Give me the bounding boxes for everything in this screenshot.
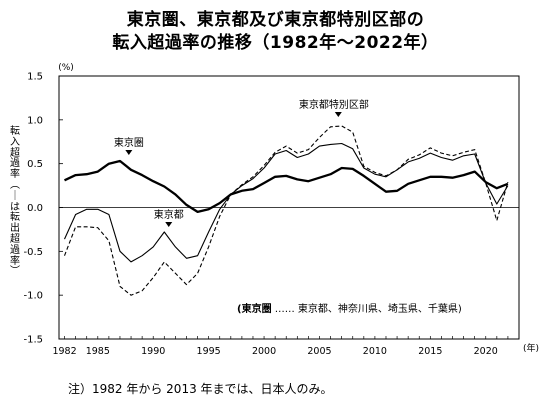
chart-title: 東京圏、東京都及び東京都特別区部の — [126, 10, 425, 30]
series-line-0 — [64, 159, 509, 214]
annotation-marker-special-wards — [334, 112, 342, 117]
x-tick-label: 2015 — [418, 346, 442, 357]
y-axis-label: 転入超過率 ︵ ｜は転出超過率 ︶ — [10, 126, 20, 278]
annotation-tokyo-area: 東京圏 — [114, 136, 144, 149]
series-line-2 — [63, 125, 509, 296]
y-tick-label: -0.5 — [23, 247, 43, 258]
footnote: 注）1982 年から 2013 年までは、日本人のみ。 — [68, 382, 333, 396]
y-tick-label: 0.0 — [27, 203, 43, 214]
y-tick-label: 1.0 — [27, 115, 43, 126]
x-unit-label: (年) — [523, 342, 539, 354]
x-tick-label: 1990 — [141, 346, 165, 357]
y-unit-label: (%) — [58, 63, 74, 73]
annotation-marker-tokyo-metro — [165, 222, 173, 227]
series-line-1 — [63, 142, 509, 263]
y-tick-label: 0.5 — [27, 159, 43, 170]
annotation-marker-tokyo-area — [125, 150, 133, 155]
legend-text: (東京圏 …… 東京都、神奈川県、埼玉県、千葉県) — [237, 302, 462, 315]
annotation-special-wards: 東京都特別区部 — [299, 98, 369, 111]
x-tick-label: 2010 — [363, 346, 387, 357]
x-tick-label: 2000 — [252, 346, 276, 357]
y-tick-label: -1.5 — [23, 335, 43, 346]
x-tick-label: 1995 — [197, 346, 221, 357]
x-tick-label: 2020 — [474, 346, 498, 357]
chart-subtitle: 転入超過率の推移（1982年〜2022年） — [112, 33, 439, 53]
y-tick-label: -1.0 — [23, 291, 43, 302]
annotation-tokyo-metro: 東京都 — [154, 208, 184, 221]
x-tick-label: 1985 — [86, 346, 110, 357]
y-tick-label: 1.5 — [27, 72, 43, 83]
x-tick-label: 2005 — [307, 346, 331, 357]
x-tick-label: 1982 — [52, 346, 76, 357]
